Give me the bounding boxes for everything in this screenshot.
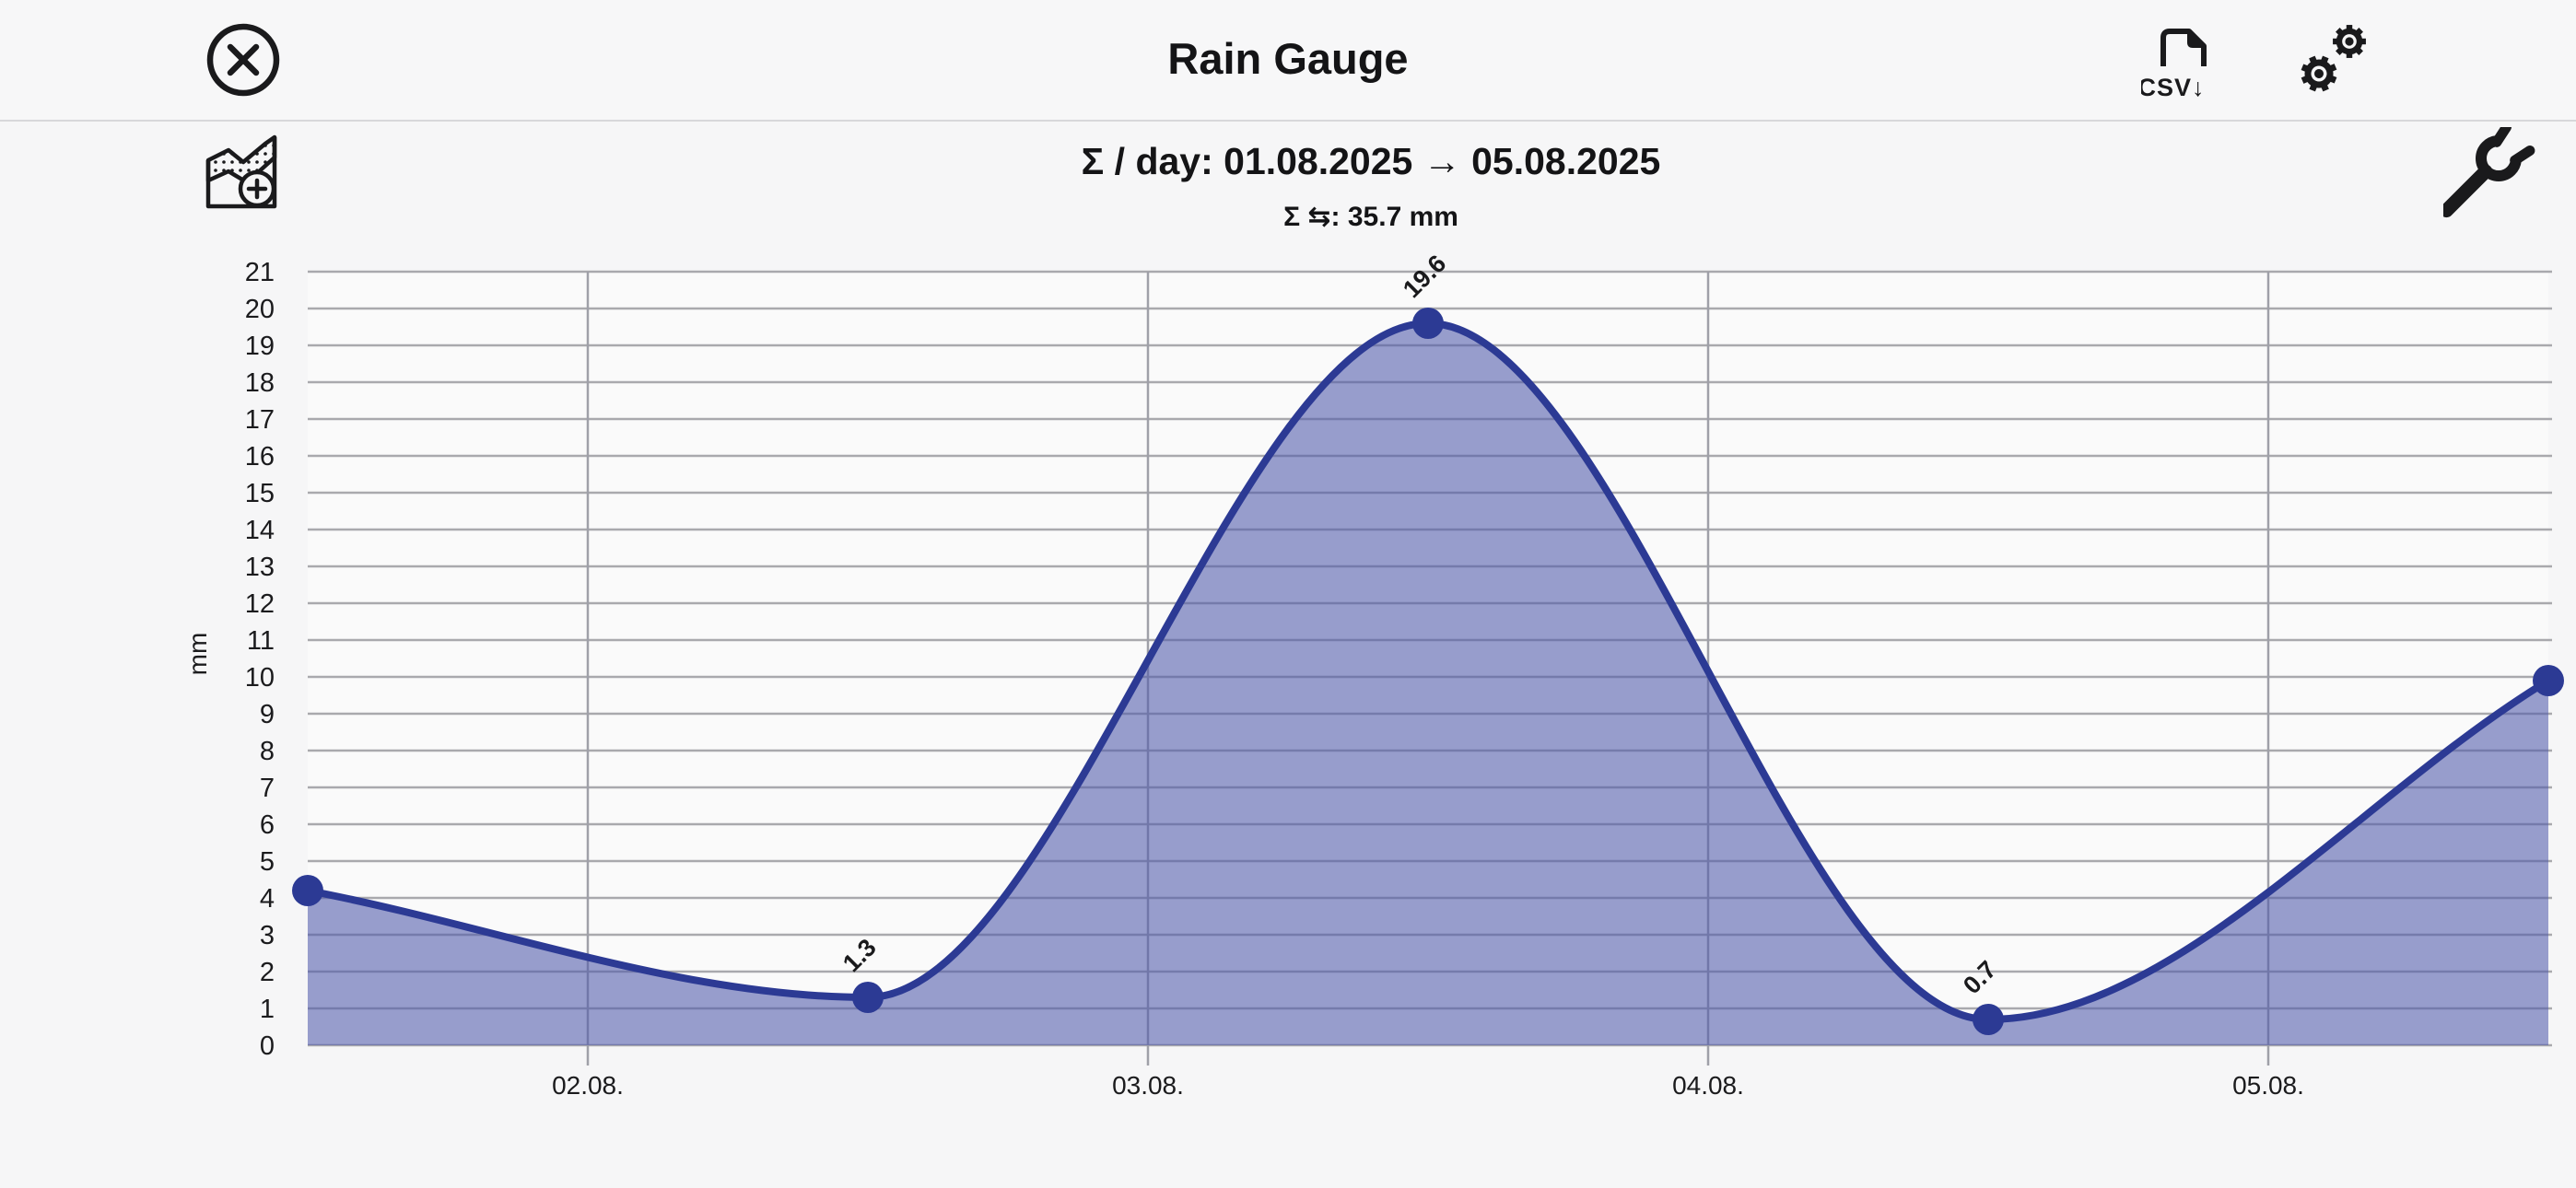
y-tick-label: 0 xyxy=(260,1031,275,1061)
data-point-marker[interactable] xyxy=(292,875,323,906)
y-tick-label: 18 xyxy=(245,368,275,398)
csv-icon-text: CSV↓ xyxy=(2141,74,2206,101)
x-tick-label: 03.08. xyxy=(1112,1071,1184,1100)
data-point-marker[interactable] xyxy=(1973,1004,2004,1035)
y-tick-label: 4 xyxy=(260,884,275,914)
y-tick-label: 12 xyxy=(245,589,275,619)
chart-zoom-button[interactable] xyxy=(205,134,280,212)
y-tick-label: 6 xyxy=(260,810,275,840)
y-tick-label: 2 xyxy=(260,958,275,987)
close-icon xyxy=(205,23,282,101)
area-fill xyxy=(308,323,2548,1045)
y-tick-label: 5 xyxy=(260,847,275,877)
data-point-marker[interactable] xyxy=(852,982,884,1013)
y-tick-label: 9 xyxy=(260,700,275,729)
y-tick-label: 13 xyxy=(245,553,275,582)
y-tick-label: 10 xyxy=(245,663,275,693)
y-tick-label: 15 xyxy=(245,479,275,508)
chart-total-subtitle: Σ ⇆: 35.7 mm xyxy=(1283,202,1458,232)
area-chart-add-icon xyxy=(205,134,280,215)
x-tick-label: 02.08. xyxy=(552,1071,624,1100)
chart-tools-button[interactable] xyxy=(2439,122,2545,231)
close-button[interactable] xyxy=(205,21,282,99)
x-tick-label: 05.08. xyxy=(2232,1071,2304,1100)
y-tick-label: 16 xyxy=(245,442,275,472)
y-tick-label: 19 xyxy=(245,332,275,361)
page-title: Rain Gauge xyxy=(1167,34,1409,83)
y-tick-label: 21 xyxy=(245,258,275,287)
wrench-icon xyxy=(2439,122,2545,231)
csv-export-button[interactable]: CSV↓ xyxy=(2137,20,2222,108)
app-header: Rain Gauge CSV↓ xyxy=(0,0,2576,122)
chart-title: Σ / day: 01.08.2025 → 05.08.2025 xyxy=(1081,140,1661,182)
data-point-marker[interactable] xyxy=(1412,308,1444,339)
x-tick-label: 04.08. xyxy=(1672,1071,1744,1100)
y-tick-label: 3 xyxy=(260,921,275,950)
y-tick-label: 7 xyxy=(260,774,275,803)
data-point-marker[interactable] xyxy=(2533,665,2564,696)
y-tick-label: 8 xyxy=(260,737,275,766)
y-tick-label: 11 xyxy=(247,626,275,656)
y-tick-label: 14 xyxy=(245,516,275,545)
csv-download-icon: CSV↓ xyxy=(2137,29,2222,108)
y-tick-label: 17 xyxy=(245,405,275,435)
y-tick-label: 20 xyxy=(245,295,275,324)
y-axis-title: mm xyxy=(183,633,212,676)
y-tick-label: 1 xyxy=(260,995,275,1024)
